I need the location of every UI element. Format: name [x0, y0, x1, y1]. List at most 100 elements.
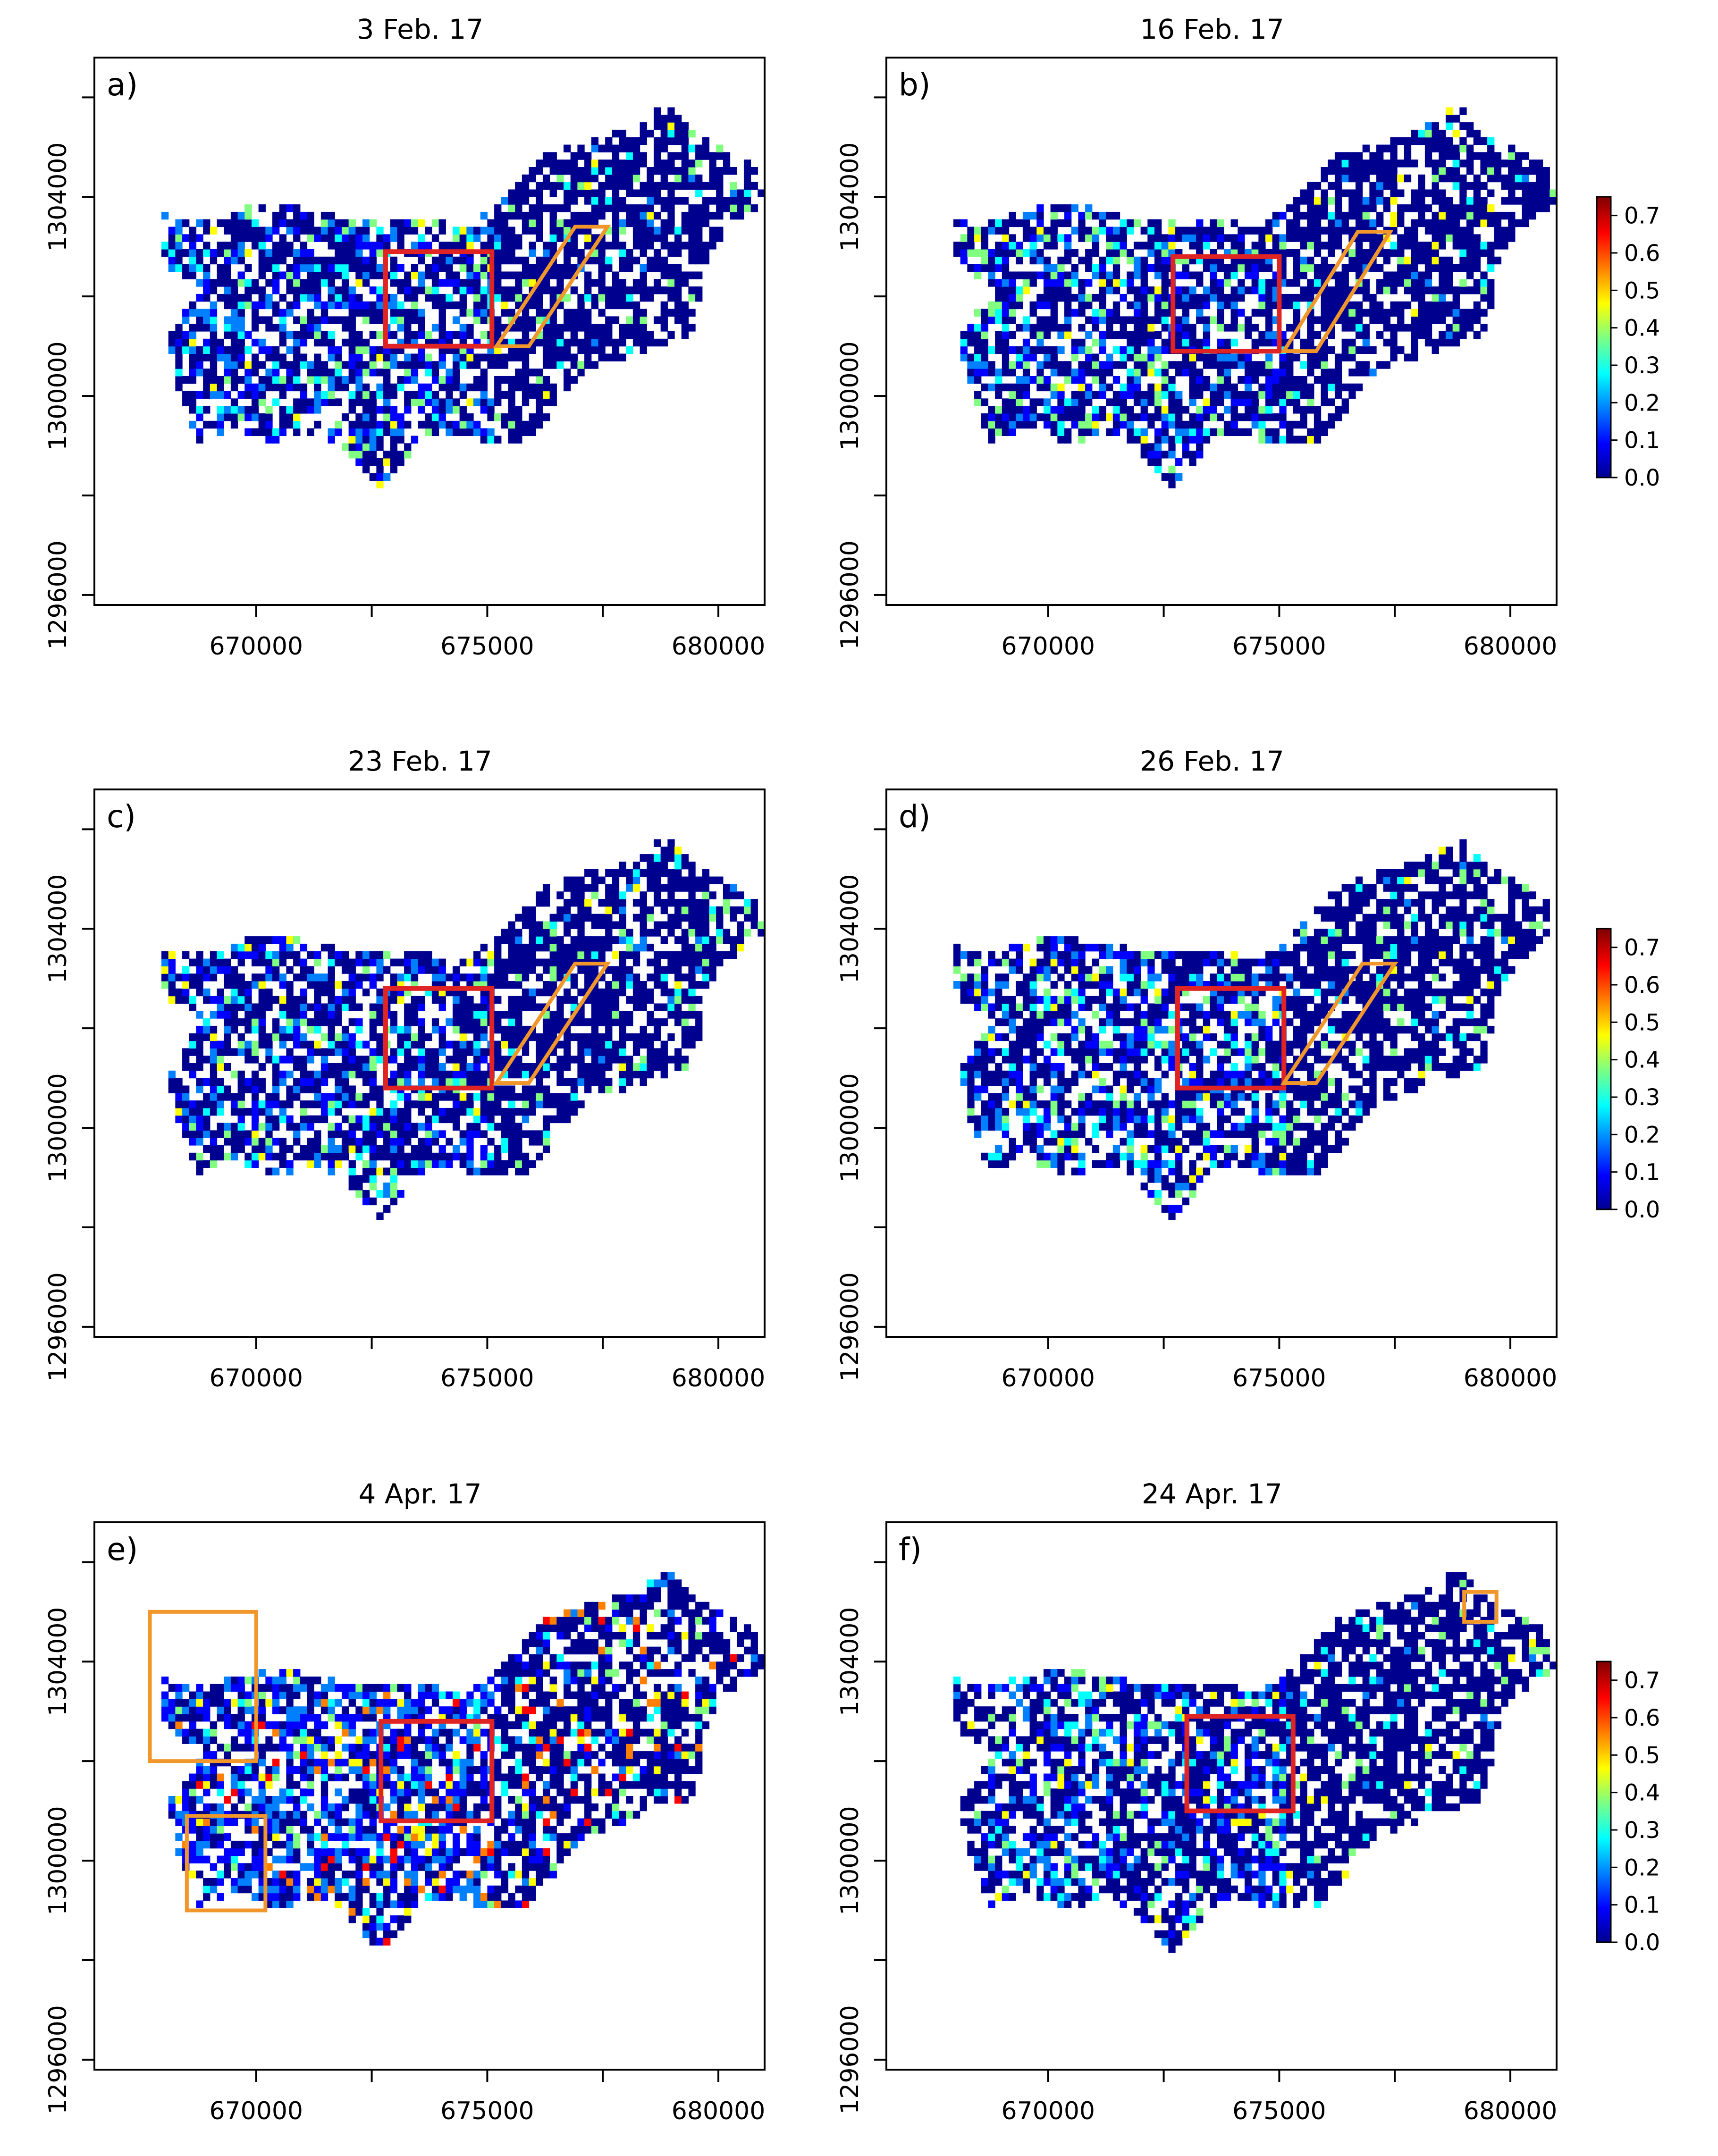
map-cell: [446, 301, 453, 310]
map-cell: [1334, 182, 1342, 190]
map-cell: [695, 294, 703, 302]
map-cell: [404, 1130, 412, 1138]
map-cell: [542, 361, 550, 369]
map-cell: [681, 331, 689, 339]
map-cell: [355, 951, 363, 959]
map-cell: [536, 891, 543, 899]
map-cell: [446, 264, 453, 272]
map-cell: [640, 152, 647, 160]
map-cell: [300, 1078, 308, 1086]
map-cell: [431, 391, 439, 399]
map-cell: [529, 242, 536, 250]
map-cell: [1002, 279, 1010, 287]
map-cell: [1244, 383, 1252, 392]
map-cell: [293, 1093, 301, 1101]
map-cell: [1300, 413, 1307, 421]
map-cell: [210, 369, 218, 377]
map-cell: [1334, 227, 1342, 235]
map-cell: [293, 1011, 301, 1019]
map-cell: [418, 383, 425, 392]
map-cell: [1217, 309, 1224, 317]
map-cell: [988, 219, 995, 227]
map-cell: [1244, 413, 1252, 421]
map-cell: [1439, 264, 1446, 272]
map-cell: [237, 324, 245, 332]
map-cell: [612, 294, 620, 302]
map-cell: [314, 996, 321, 1004]
map-cell: [251, 428, 259, 436]
map-cell: [508, 398, 515, 406]
map-cell: [1328, 242, 1335, 250]
map-cell: [1334, 286, 1342, 294]
map-cell: [1223, 369, 1231, 377]
map-cell: [1154, 234, 1162, 242]
map-cell: [1321, 242, 1328, 250]
panel-1: 3 Feb. 17a)670000 675000 68000012960001300…: [44, 13, 766, 661]
map-cell: [1161, 376, 1169, 384]
map-cell: [1383, 167, 1391, 175]
map-cell: [286, 988, 294, 997]
map-cell: [362, 1070, 370, 1079]
map-cell: [376, 316, 384, 324]
map-cell: [1334, 152, 1342, 160]
map-cell: [203, 1123, 211, 1131]
map-cell: [335, 249, 342, 257]
map-cell: [1432, 197, 1439, 205]
map-cell: [1140, 391, 1148, 399]
map-cell: [501, 1115, 509, 1124]
map-cell: [1210, 428, 1217, 436]
map-cell: [355, 1145, 363, 1153]
map-cell: [1251, 286, 1259, 294]
map-cell: [556, 1011, 564, 1019]
map-cell: [681, 122, 689, 130]
map-cell: [1189, 227, 1196, 235]
map-cell: [286, 1093, 294, 1101]
map-cell: [536, 369, 543, 377]
map-cell: [348, 256, 356, 265]
map-cell: [1390, 346, 1398, 354]
map-cell: [1459, 242, 1467, 250]
map-cell: [1473, 264, 1481, 272]
map-cell: [1022, 234, 1030, 242]
map-cell: [258, 981, 266, 989]
map-cell: [431, 1138, 439, 1146]
map-cell: [1203, 227, 1211, 235]
map-cell: [1244, 391, 1252, 399]
map-cell: [536, 197, 543, 205]
map-cell: [293, 413, 301, 421]
map-cell: [265, 227, 273, 235]
map-cell: [1189, 338, 1196, 347]
map-cell: [1064, 234, 1072, 242]
map-cell: [542, 943, 550, 952]
map-cell: [1189, 242, 1196, 250]
map-cell: [1529, 159, 1536, 168]
map-cell: [1099, 406, 1106, 414]
map-cell: [466, 1130, 474, 1138]
map-cell: [383, 1138, 391, 1146]
map-cell: [1376, 309, 1384, 317]
map-cell: [1480, 324, 1488, 332]
map-cell: [168, 227, 176, 235]
map-cell: [660, 219, 668, 227]
map-cell: [279, 294, 287, 302]
map-cell: [1439, 144, 1446, 152]
map-cell: [182, 981, 190, 989]
map-cell: [452, 1078, 460, 1086]
panel-title: 3 Feb. 17: [357, 13, 484, 45]
map-cell: [1265, 279, 1273, 287]
map-cell: [1494, 234, 1502, 242]
map-cell: [1099, 331, 1106, 339]
map-cell: [1085, 249, 1093, 257]
map-cell: [1265, 294, 1273, 302]
map-cell: [418, 331, 425, 339]
map-cell: [182, 316, 190, 324]
map-cell: [314, 391, 321, 399]
map-cell: [681, 271, 689, 279]
map-cell: [1321, 227, 1328, 235]
map-cell: [425, 1123, 432, 1131]
map-cell: [632, 234, 640, 242]
map-cell: [1487, 294, 1495, 302]
map-cell: [203, 294, 211, 302]
map-cell: [452, 406, 460, 414]
map-cell: [300, 391, 308, 399]
